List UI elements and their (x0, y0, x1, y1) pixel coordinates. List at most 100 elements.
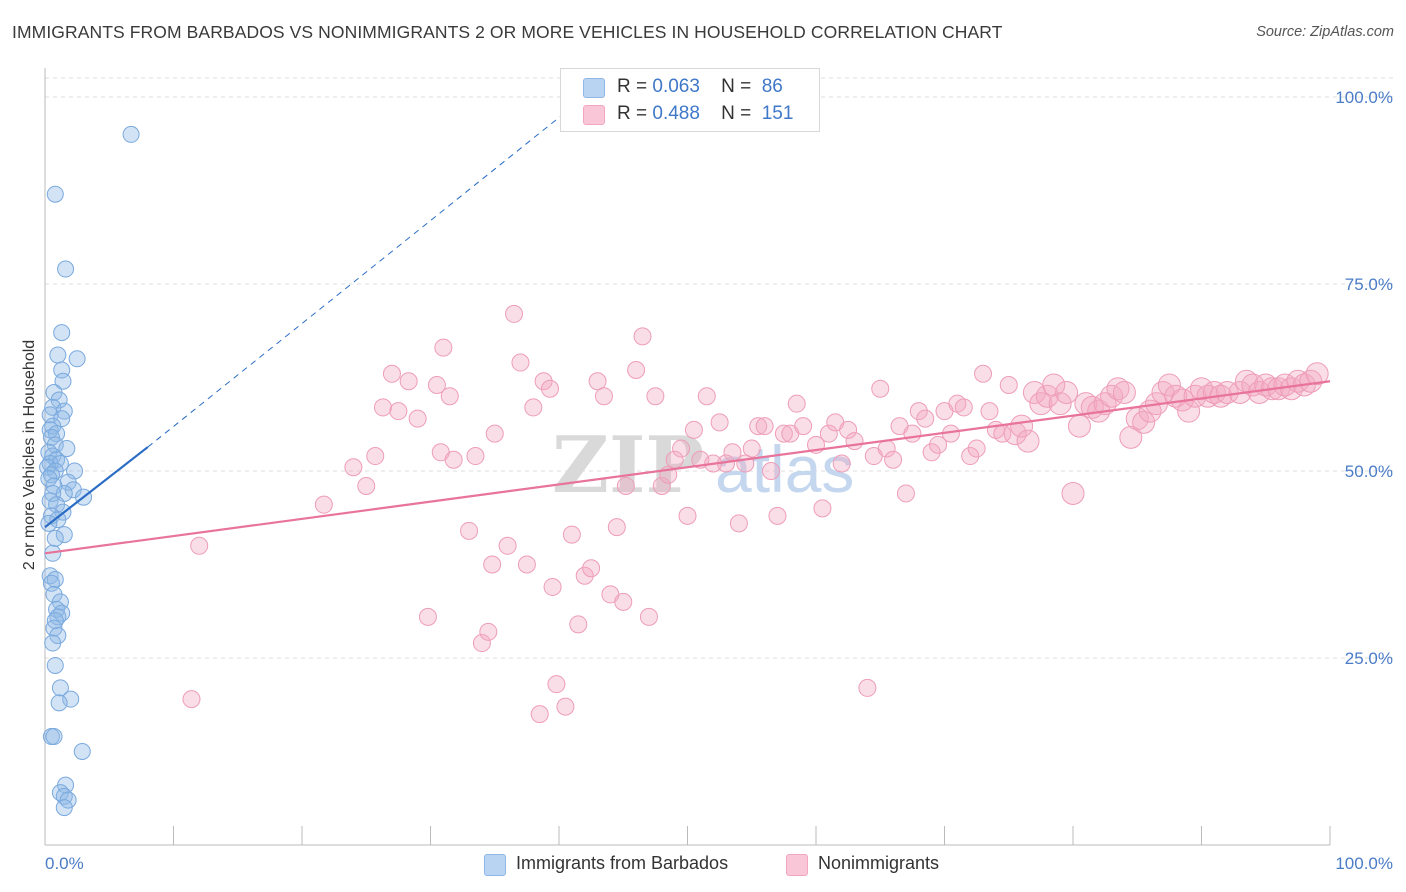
point-nonimmigrants (1010, 414, 1034, 438)
point-nonimmigrants (1305, 362, 1329, 386)
point-barbados (51, 679, 69, 697)
nonimmigrants-points (182, 304, 1329, 724)
point-barbados (54, 372, 72, 390)
point-barbados (46, 529, 64, 547)
point-nonimmigrants (427, 375, 446, 394)
point-nonimmigrants (871, 379, 890, 398)
point-nonimmigrants (896, 484, 915, 503)
point-nonimmigrants (929, 435, 948, 454)
point-barbados (49, 346, 67, 364)
point-nonimmigrants (485, 424, 504, 443)
point-barbados (50, 694, 68, 712)
point-barbados (53, 324, 71, 342)
point-nonimmigrants (819, 424, 838, 443)
point-nonimmigrants (974, 364, 993, 383)
point-nonimmigrants (1112, 380, 1136, 404)
y-tick-label: 75.0% (1345, 275, 1393, 294)
point-nonimmigrants (588, 372, 607, 391)
point-nonimmigrants (858, 678, 877, 697)
point-nonimmigrants (556, 697, 575, 716)
legend-n-label: N = (721, 103, 752, 124)
point-nonimmigrants (530, 705, 549, 724)
trend-line-barbados (44, 446, 149, 528)
point-nonimmigrants (607, 518, 626, 537)
point-nonimmigrants (582, 559, 601, 578)
point-nonimmigrants (498, 536, 517, 555)
watermark-atlas: atlas (715, 432, 854, 506)
point-nonimmigrants (524, 398, 543, 417)
point-nonimmigrants (344, 458, 363, 477)
point-nonimmigrants (616, 476, 635, 495)
point-nonimmigrants (646, 387, 665, 406)
legend-r-value-barbados: 0.063 (652, 76, 700, 97)
point-barbados (57, 260, 75, 278)
point-nonimmigrants (569, 615, 588, 634)
legend-n-value-barbados: 86 (761, 76, 783, 97)
point-nonimmigrants (408, 409, 427, 428)
point-barbados (58, 440, 76, 458)
point-nonimmigrants (762, 462, 781, 480)
point-nonimmigrants (190, 536, 209, 555)
point-nonimmigrants (839, 420, 858, 439)
point-nonimmigrants (1029, 392, 1053, 416)
point-nonimmigrants (1157, 373, 1181, 397)
point-nonimmigrants (1048, 392, 1072, 416)
point-nonimmigrants (787, 394, 806, 413)
point-nonimmigrants (742, 439, 761, 458)
legend-swatch-barbados (583, 78, 605, 98)
point-nonimmigrants (774, 424, 793, 443)
point-nonimmigrants (399, 372, 418, 391)
point-nonimmigrants (684, 420, 703, 439)
y-tick-label: 25.0% (1345, 649, 1393, 668)
point-nonimmigrants (909, 402, 928, 421)
point-nonimmigrants (954, 398, 973, 417)
point-nonimmigrants (1055, 380, 1079, 404)
legend-n-value-nonimmigrants: 151 (761, 103, 794, 124)
point-nonimmigrants (382, 364, 401, 383)
point-nonimmigrants (1100, 384, 1124, 408)
bottom-legend-label-barbados: Immigrants from Barbados (516, 853, 729, 873)
legend-r-value-nonimmigrants: 0.488 (652, 103, 700, 124)
point-nonimmigrants (440, 387, 459, 406)
point-barbados (122, 125, 140, 143)
point-nonimmigrants (434, 338, 453, 357)
bottom-legend-swatch-barbados (484, 854, 506, 876)
grid (45, 77, 1395, 659)
point-nonimmigrants (314, 495, 333, 514)
point-nonimmigrants (678, 506, 697, 525)
point-barbados (55, 526, 73, 544)
point-nonimmigrants (755, 417, 774, 436)
point-barbados (55, 799, 73, 817)
point-nonimmigrants (357, 476, 376, 495)
point-nonimmigrants (1132, 410, 1156, 434)
x-tick-label: 100.0% (1335, 854, 1393, 873)
trend-line-nonimmigrants (44, 380, 1331, 555)
point-nonimmigrants (562, 525, 581, 544)
point-barbados (46, 656, 64, 674)
point-nonimmigrants (1061, 481, 1085, 505)
point-nonimmigrants (794, 417, 813, 436)
point-nonimmigrants (460, 521, 479, 540)
point-nonimmigrants (961, 447, 980, 466)
point-nonimmigrants (710, 413, 729, 432)
point-nonimmigrants (1067, 414, 1091, 438)
point-nonimmigrants (639, 607, 658, 626)
point-nonimmigrants (366, 447, 385, 466)
point-nonimmigrants (697, 387, 716, 406)
source-label: Source: ZipAtlas.com (1256, 24, 1394, 40)
trend-line-barbados-extension (147, 96, 586, 448)
point-nonimmigrants (1016, 429, 1040, 453)
point-nonimmigrants (575, 566, 594, 585)
y-axis-label: 2 or more Vehicles in Household (21, 340, 38, 570)
point-nonimmigrants (472, 634, 491, 653)
point-nonimmigrants (418, 607, 437, 626)
barbados-points (39, 125, 140, 817)
point-nonimmigrants (373, 398, 392, 417)
point-nonimmigrants (922, 443, 941, 462)
point-nonimmigrants (672, 439, 691, 458)
x-tick-label: 0.0% (45, 854, 84, 873)
y-tick-label: 50.0% (1345, 462, 1393, 481)
point-nonimmigrants (884, 450, 903, 469)
chart-title: IMMIGRANTS FROM BARBADOS VS NONIMMIGRANT… (12, 22, 1003, 42)
